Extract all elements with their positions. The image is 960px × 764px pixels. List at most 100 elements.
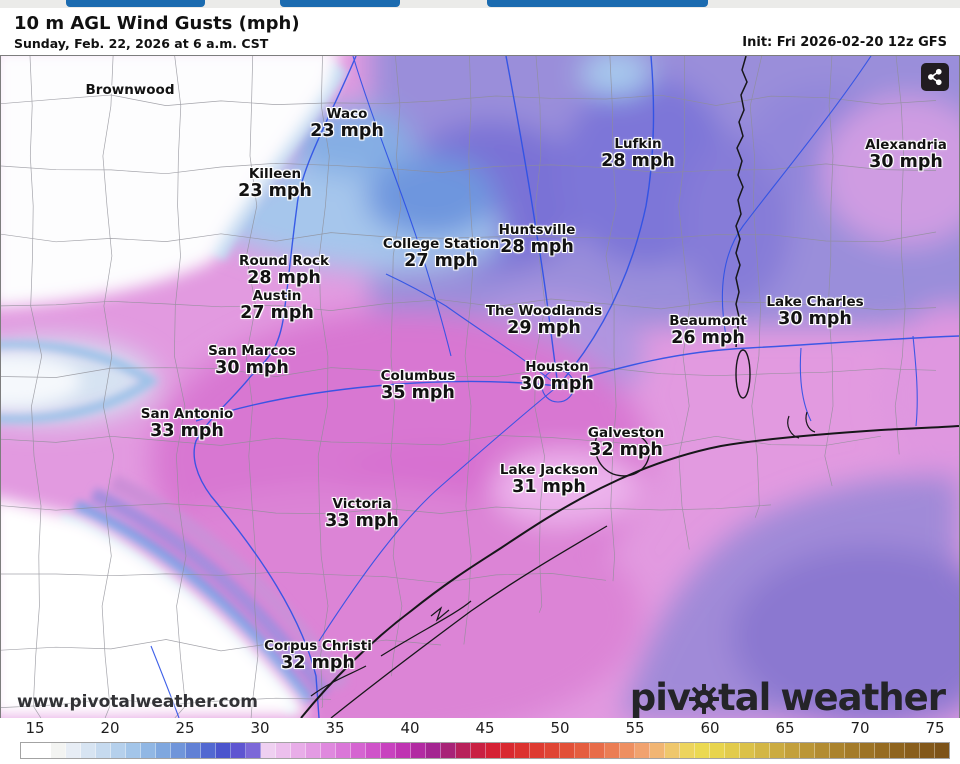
map-header: 10 m AGL Wind Gusts (mph) Sunday, Feb. 2… — [0, 8, 960, 55]
model-init-label: Init: Fri 2026-02-20 12z GFS — [742, 35, 947, 50]
colorbar-cell — [110, 743, 126, 758]
colorbar-cell — [365, 743, 381, 758]
colorbar-cell — [470, 743, 486, 758]
city-label: Corpus Christi 32 mph — [264, 639, 372, 672]
city-name: Victoria — [332, 496, 392, 512]
nav-tab-fragment[interactable] — [487, 0, 708, 7]
colorbar-cell — [575, 743, 591, 758]
gust-value: 32 mph — [281, 652, 355, 673]
colorbar-tick-label: 15 — [25, 719, 45, 737]
colorbar-legend: 15 20 25 30 35 40 45 50 55 60 65 70 75 — [0, 718, 960, 764]
city-label: College Station 27 mph — [383, 237, 499, 270]
colorbar-cell — [725, 743, 741, 758]
colorbar-cell — [455, 743, 471, 758]
city-name: San Marcos — [208, 343, 296, 359]
city-label: San Marcos 30 mph — [208, 344, 296, 377]
colorbar-tick-label: 20 — [100, 719, 120, 737]
colorbar-cell — [875, 743, 891, 758]
gust-value: 33 mph — [325, 510, 399, 531]
colorbar-cell — [650, 743, 666, 758]
gust-value: 35 mph — [381, 382, 455, 403]
share-button[interactable] — [921, 63, 949, 91]
colorbar-cell — [515, 743, 531, 758]
colorbar-cell — [920, 743, 936, 758]
city-name: Austin — [252, 288, 302, 304]
gust-value: 29 mph — [507, 317, 581, 338]
colorbar-cell — [290, 743, 306, 758]
city-name: Lake Charles — [766, 294, 864, 310]
colorbar-cell — [275, 743, 291, 758]
colorbar-tick-label: 65 — [775, 719, 795, 737]
colorbar-cell — [200, 743, 216, 758]
nav-tab-fragment[interactable] — [280, 0, 400, 7]
colorbar-cell — [485, 743, 501, 758]
city-label: Round Rock 28 mph — [239, 254, 329, 287]
colorbar-tick-label: 70 — [850, 719, 870, 737]
colorbar-cell — [230, 743, 246, 758]
colorbar-cell — [440, 743, 456, 758]
city-label: Lake Charles 30 mph — [766, 295, 863, 328]
city-label: Columbus 35 mph — [381, 369, 456, 402]
colorbar-cell — [800, 743, 816, 758]
colorbar-cell — [425, 743, 441, 758]
gust-value: 30 mph — [778, 308, 852, 329]
gust-value: 32 mph — [589, 439, 663, 460]
logo-text: weather — [780, 676, 946, 719]
city-label: Galveston 32 mph — [588, 426, 664, 459]
gust-value: 26 mph — [671, 327, 745, 348]
city-label: Killeen 23 mph — [238, 167, 312, 200]
colorbar-cell — [320, 743, 336, 758]
colorbar-cell — [140, 743, 156, 758]
city-label: Huntsville 28 mph — [499, 223, 576, 256]
colorbar-cell — [545, 743, 561, 758]
nav-tab-fragment[interactable] — [66, 0, 205, 7]
page-title: 10 m AGL Wind Gusts (mph) — [14, 13, 300, 34]
pivotal-weather-logo: piv tal we — [630, 676, 946, 719]
colorbar-cell — [410, 743, 426, 758]
weather-map[interactable]: Brownwood Waco 23 mph Killeen 23 mph Lufkin 28… — [0, 55, 960, 719]
colorbar-cell — [890, 743, 906, 758]
city-label: San Antonio 33 mph — [141, 407, 233, 440]
colorbar-cell — [635, 743, 651, 758]
colorbar-cell — [755, 743, 771, 758]
city-name: Alexandria — [865, 137, 947, 153]
colorbar-cell — [395, 743, 411, 758]
city-label: Houston 30 mph — [520, 360, 594, 393]
colorbar-cell — [605, 743, 621, 758]
colorbar-cell — [35, 743, 51, 758]
colorbar-cell — [21, 743, 36, 758]
city-name: Lufkin — [614, 136, 662, 152]
colorbar-cell — [695, 743, 711, 758]
colorbar-cell — [680, 743, 696, 758]
colorbar-cell — [620, 743, 636, 758]
colorbar-cell — [905, 743, 921, 758]
city-label: Brownwood — [86, 83, 175, 98]
city-name: Waco — [326, 106, 368, 122]
colorbar-tick-label: 60 — [700, 719, 720, 737]
colorbar-cell — [740, 743, 756, 758]
gust-value: 28 mph — [247, 267, 321, 288]
valid-time-label: Sunday, Feb. 22, 2026 at 6 a.m. CST — [14, 36, 269, 51]
colorbar-tick-label: 55 — [625, 719, 645, 737]
colorbar-cell — [350, 743, 366, 758]
colorbar-tick-label: 25 — [175, 719, 195, 737]
city-name: Killeen — [248, 166, 302, 182]
share-icon — [928, 68, 942, 86]
colorbar-cell — [530, 743, 546, 758]
colorbar-scale — [20, 742, 950, 759]
gust-value: 28 mph — [601, 150, 675, 171]
highway-river-lines — [150, 56, 959, 718]
colorbar-tick-label: 50 — [550, 719, 570, 737]
colorbar-cell — [305, 743, 321, 758]
colorbar-cell — [245, 743, 261, 758]
city-label: Austin 27 mph — [240, 289, 314, 322]
colorbar-cell — [785, 743, 801, 758]
wind-gust-shading — [1, 56, 959, 718]
city-name: Round Rock — [239, 253, 329, 269]
colorbar-tick-label: 35 — [325, 719, 345, 737]
colorbar-tick-label: 30 — [250, 719, 270, 737]
colorbar-tick-label: 45 — [475, 719, 495, 737]
city-name: Lake Jackson — [499, 462, 599, 478]
city-name: Houston — [525, 359, 589, 375]
city-label: The Woodlands 29 mph — [486, 304, 602, 337]
